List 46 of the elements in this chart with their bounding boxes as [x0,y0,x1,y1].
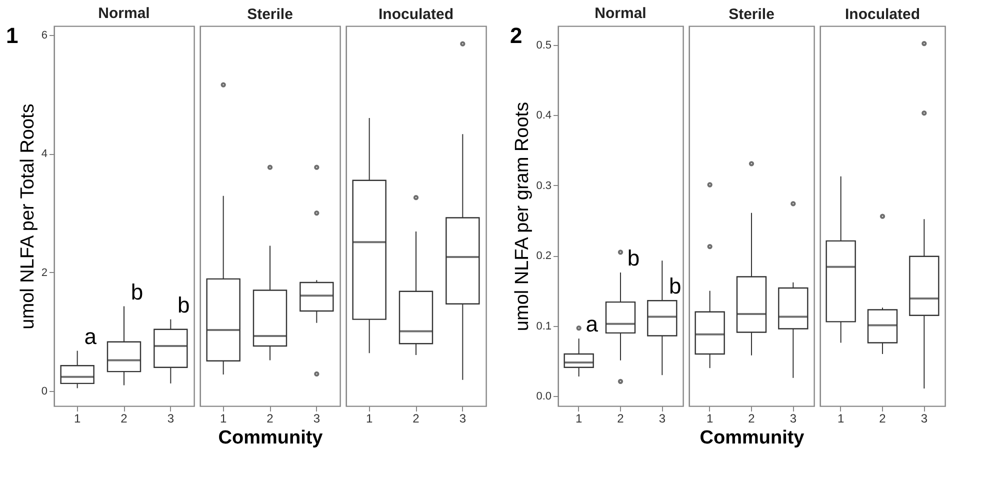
annotation: a [84,324,98,349]
chart-title: Sterile [728,6,774,23]
x-tick-label: 3 [313,412,320,426]
chart-title: Inoculated [844,6,920,23]
x-tick-label: 3 [790,412,797,426]
x-tick-label: 1 [220,412,227,426]
x-tick-label: 3 [167,412,174,426]
x-tick-label: 3 [920,412,928,426]
y-tick-label: 0.3 [536,180,552,192]
x-tick-label: 2 [412,412,420,426]
x-tick-label: 1 [575,412,582,426]
y-tick-label: 0.2 [536,250,552,262]
y-tick-label: 0.0 [536,390,552,403]
annotation: b [130,279,144,304]
text: 1 [6,23,18,48]
x-tick-label: 3 [658,412,666,426]
x-tick-label: 1 [837,412,844,426]
y-axis-title: umol NLFA per gram Roots [512,102,534,332]
x-tick-label: 2 [748,412,756,426]
x-tick-label: 1 [366,412,373,426]
annotation: b [178,292,190,318]
annotation: b [627,246,640,271]
x-axis-title: Community [700,428,805,448]
y-tick-label: 2 [41,266,48,279]
y-tick-label: 0.1 [536,320,552,332]
text: 2 [510,23,522,48]
chart-title: Normal [594,5,646,22]
x-tick-label: 2 [120,412,128,426]
annotation: b [669,274,682,299]
y-tick-label: 0.5 [536,39,552,52]
x-tick-label: 1 [706,412,714,426]
chart-title: Inoculated [378,6,454,23]
y-tick-label: 4 [41,148,48,160]
y-axis-title: umol NLFA per Total Roots [17,104,38,330]
x-tick-label: 2 [879,412,886,426]
x-tick-label: 2 [617,412,624,426]
chart-title: Sterile [247,6,293,23]
x-tick-label: 3 [459,412,466,426]
y-tick-label: 0.4 [536,110,552,122]
y-tick-label: 6 [41,29,48,42]
x-tick-label: 2 [266,412,274,426]
x-axis-title: Community [218,428,324,448]
chart-title: Normal [98,5,150,22]
y-tick-label: 0 [41,386,48,398]
annotation: a [586,312,599,337]
x-tick-label: 1 [74,412,81,426]
